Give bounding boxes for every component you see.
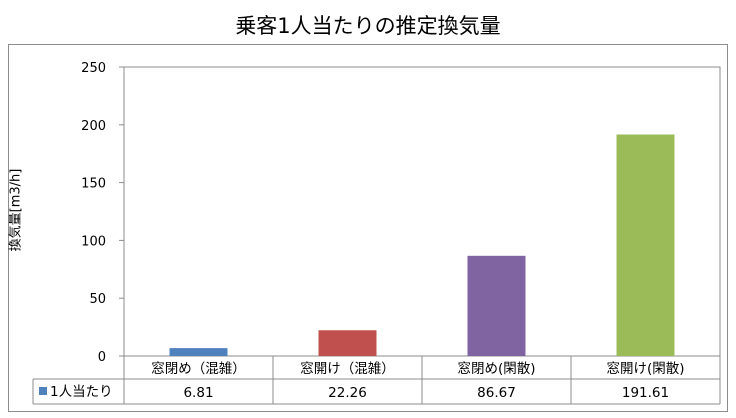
chart-title: 乗客1人当たりの推定換気量 [235,14,501,38]
data-table-value: 6.81 [183,385,213,401]
data-table-value: 22.26 [328,385,367,401]
chart-frame [8,44,728,412]
bar [318,330,377,356]
x-category-label: 窓開け(閑散) [606,360,684,377]
legend-label: 1人当たり [50,384,113,400]
y-tick-label: 150 [81,177,106,192]
y-tick-label: 0 [98,350,106,365]
y-tick-label: 200 [81,119,106,134]
y-tick-label: 100 [81,234,106,249]
data-table-value: 191.61 [622,385,669,401]
bar [616,134,675,356]
y-tick-label: 250 [81,61,106,76]
x-category-label: 窓閉め(閑散) [457,360,535,377]
legend-key [39,387,47,395]
bar [169,348,228,356]
x-category-label: 窓閉め（混雑） [151,360,246,377]
data-table-value: 86.67 [477,385,516,401]
y-tick-label: 50 [89,292,106,307]
x-category-label: 窓開け（混雑） [300,360,395,377]
bar [467,255,526,356]
